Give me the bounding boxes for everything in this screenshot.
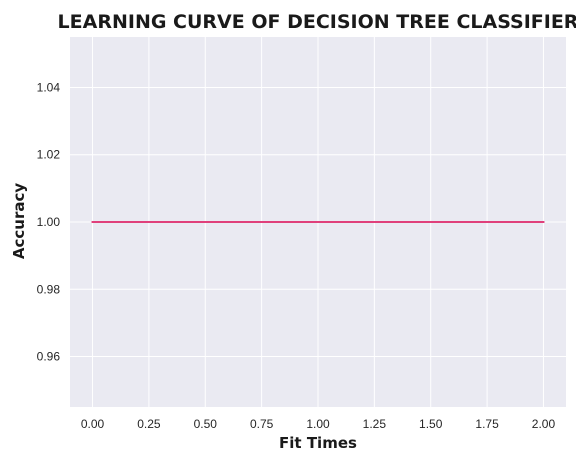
x-tick-label: 1.50: [419, 417, 443, 431]
y-tick-label: 0.96: [37, 350, 61, 364]
y-tick-label: 0.98: [37, 282, 61, 296]
x-tick-labels: 0.00 0.25 0.50 0.75 1.00 1.25 1.50 1.75 2.00: [81, 417, 556, 431]
x-tick-label: 1.00: [306, 417, 330, 431]
x-tick-label: 1.75: [475, 417, 499, 431]
y-tick-label: 1.02: [37, 148, 61, 162]
x-tick-label: 0.75: [250, 417, 274, 431]
x-axis-label: Fit Times: [279, 434, 357, 452]
y-tick-label: 1.00: [37, 215, 61, 229]
y-axis-label: Accuracy: [10, 183, 28, 259]
x-tick-label: 0.25: [137, 417, 161, 431]
chart-title: LEARNING CURVE OF DECISION TREE CLASSIFI…: [58, 11, 576, 33]
x-tick-label: 0.00: [81, 417, 105, 431]
y-tick-label: 1.04: [37, 80, 61, 94]
x-tick-label: 2.00: [532, 417, 556, 431]
x-tick-label: 0.50: [194, 417, 218, 431]
y-tick-labels: 0.96 0.98 1.00 1.02 1.04: [37, 80, 61, 363]
x-tick-label: 1.25: [363, 417, 387, 431]
